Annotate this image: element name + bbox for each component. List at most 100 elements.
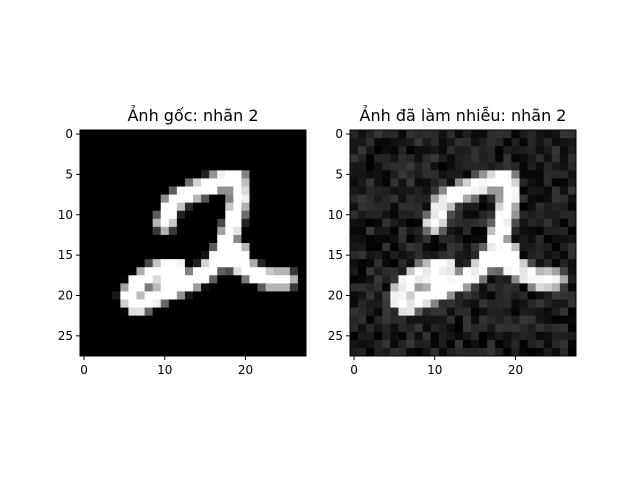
pixel-cell xyxy=(414,186,424,195)
pixel-cell xyxy=(551,234,561,244)
pixel-cell xyxy=(233,251,242,260)
pixel-cell xyxy=(160,259,170,268)
pixel-cell xyxy=(527,138,537,147)
pixel-cell xyxy=(390,315,399,325)
pixel-cell xyxy=(519,267,528,276)
pixel-cell xyxy=(144,130,154,139)
pixel-cell xyxy=(136,275,145,284)
pixel-cell xyxy=(128,267,137,276)
pixel-cell xyxy=(471,339,480,349)
pixel-cell xyxy=(374,291,383,300)
pixel-cell xyxy=(265,138,275,147)
y-tick-label: 5 xyxy=(65,167,73,181)
pixel-cell xyxy=(265,307,275,317)
pixel-cell xyxy=(136,162,145,171)
pixel-cell xyxy=(184,170,194,179)
pixel-cell xyxy=(152,267,162,276)
pixel-cell xyxy=(471,251,480,260)
pixel-cell xyxy=(511,275,520,284)
pixel-cell xyxy=(487,202,496,212)
pixel-cell xyxy=(281,259,291,268)
pixel-cell xyxy=(567,162,577,171)
pixel-cell xyxy=(152,162,162,171)
pixel-cell xyxy=(184,347,194,357)
pixel-cell xyxy=(80,226,89,236)
pixel-cell xyxy=(487,283,496,292)
pixel-cell xyxy=(382,130,391,139)
pixel-cell xyxy=(382,331,391,341)
pixel-cell xyxy=(289,315,299,325)
pixel-cell xyxy=(249,146,258,155)
pixel-cell xyxy=(382,267,391,276)
pixel-cell xyxy=(567,331,577,341)
pixel-cell xyxy=(366,178,375,187)
pixel-cell xyxy=(438,146,448,155)
pixel-cell xyxy=(233,267,242,276)
pixel-cell xyxy=(209,186,218,195)
pixel-cell xyxy=(144,194,154,204)
pixel-cell xyxy=(503,170,512,179)
pixel-cell xyxy=(350,243,359,252)
pixel-cell xyxy=(225,283,234,292)
pixel-cell xyxy=(136,323,145,333)
pixel-cell xyxy=(184,146,194,155)
pixel-cell xyxy=(551,347,561,357)
pixel-cell xyxy=(527,210,537,220)
pixel-cell xyxy=(217,146,226,155)
pixel-cell xyxy=(152,194,162,204)
pixel-cell xyxy=(495,210,504,220)
pixel-cell xyxy=(144,202,154,212)
pixel-cell xyxy=(249,178,258,187)
pixel-cell xyxy=(273,130,283,139)
pixel-cell xyxy=(289,283,299,292)
pixel-cell xyxy=(233,170,242,179)
x-tick-label: 20 xyxy=(238,363,253,377)
pixel-cell xyxy=(350,307,359,317)
pixel-cell xyxy=(422,291,432,300)
pixel-cell xyxy=(217,251,226,260)
pixel-cell xyxy=(136,339,145,349)
pixel-cell xyxy=(535,299,545,308)
pixel-cell xyxy=(193,170,202,179)
pixel-cell xyxy=(446,130,456,139)
pixel-cell xyxy=(160,210,170,220)
pixel-cell xyxy=(257,226,267,236)
pixel-cell xyxy=(406,210,415,220)
pixel-cell xyxy=(374,259,383,268)
pixel-cell xyxy=(535,146,545,155)
pixel-cell xyxy=(168,186,178,195)
pixel-cell xyxy=(297,243,307,252)
pixel-cell xyxy=(487,299,496,308)
pixel-cell xyxy=(406,331,415,341)
pixel-cell xyxy=(265,315,275,325)
pixel-cell xyxy=(160,339,170,349)
pixel-cell xyxy=(193,243,202,252)
y-tick-label: 0 xyxy=(335,127,343,141)
pixel-cell xyxy=(374,251,383,260)
pixel-cell xyxy=(80,323,89,333)
pixel-cell xyxy=(471,283,480,292)
pixel-cell xyxy=(438,339,448,349)
pixel-cell xyxy=(527,130,537,139)
pixel-cell xyxy=(273,323,283,333)
pixel-cell xyxy=(463,130,472,139)
pixel-cell xyxy=(495,331,504,341)
pixel-cell xyxy=(257,259,267,268)
pixel-cell xyxy=(422,283,432,292)
pixel-cell xyxy=(382,347,391,357)
pixel-cell xyxy=(519,146,528,155)
pixel-cell xyxy=(446,347,456,357)
pixel-cell xyxy=(382,186,391,195)
pixel-cell xyxy=(374,299,383,308)
pixel-cell xyxy=(454,251,464,260)
pixel-cell xyxy=(438,315,448,325)
pixel-cell xyxy=(128,323,137,333)
pixel-cell xyxy=(559,186,569,195)
pixel-cell xyxy=(144,226,154,236)
pixel-cell xyxy=(265,267,275,276)
pixel-cell xyxy=(366,234,375,244)
pixel-cell xyxy=(446,146,456,155)
pixel-cell xyxy=(297,170,307,179)
pixel-cell xyxy=(366,194,375,204)
pixel-cell xyxy=(281,315,291,325)
